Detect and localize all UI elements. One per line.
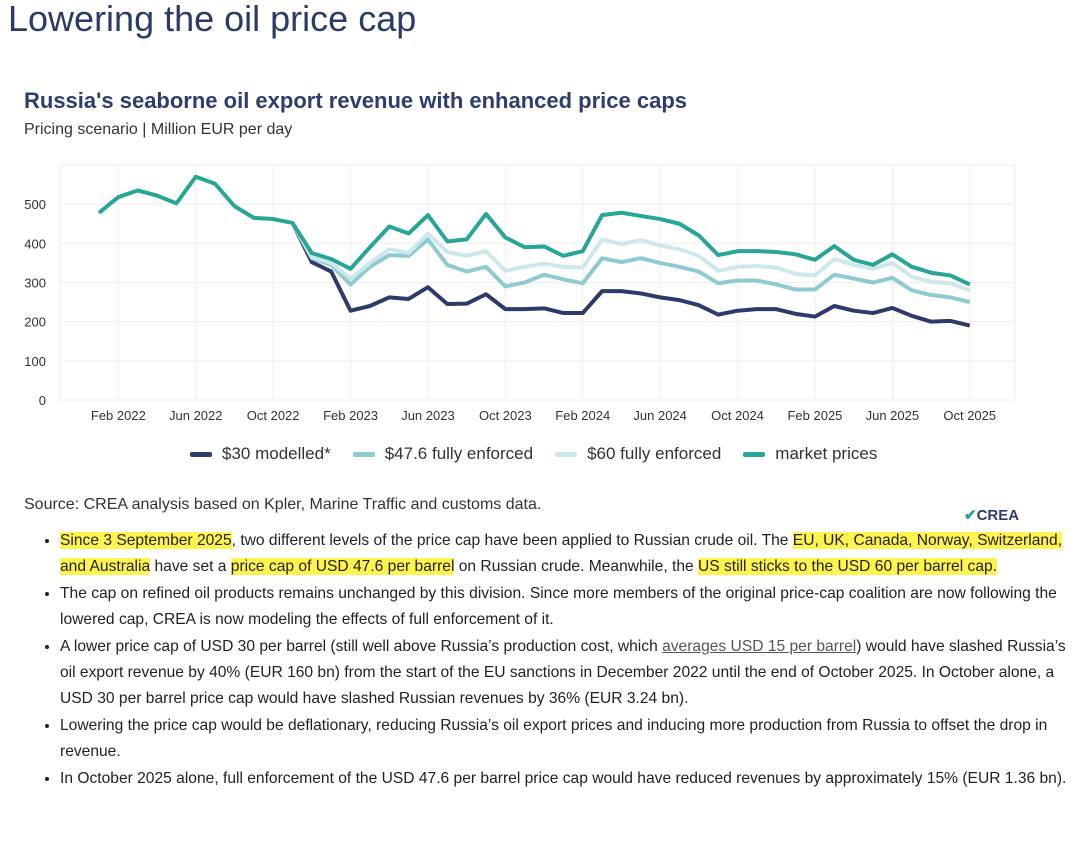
- series-line-0: [290, 222, 971, 328]
- x-tick-label: Feb 2022: [91, 408, 146, 423]
- y-tick-label: 300: [24, 276, 46, 291]
- x-tick-label: Jun 2023: [401, 408, 455, 423]
- legend-swatch: [743, 451, 766, 457]
- legend-swatch: [555, 451, 578, 457]
- x-tick-label: Oct 2024: [711, 408, 764, 423]
- series-line-1: [290, 222, 971, 305]
- x-tick-label: Feb 2023: [323, 408, 378, 423]
- chart-title: Russia's seaborne oil export revenue wit…: [24, 88, 688, 113]
- logo-mark-icon: ✔: [964, 507, 977, 524]
- line-chart: 0 100 200 300 400 500 Feb 2022 Jun 2022 Oct 2022…: [24, 164, 1016, 423]
- highlighted-text: Since 3 September 2025: [60, 532, 232, 549]
- series-line-2: [290, 221, 971, 293]
- x-tick-label: Jun 2024: [633, 408, 687, 423]
- legend-item[interactable]: $30 modelled*: [190, 444, 331, 464]
- chart-subtitle: Pricing scenario | Million EUR per day: [24, 121, 293, 138]
- bullet-item: Since 3 September 2025, two different le…: [60, 528, 1080, 580]
- legend-label: market prices: [775, 444, 878, 463]
- bullet-text: on Russian crude. Meanwhile, the: [454, 558, 698, 575]
- crea-logo: ✔CREA: [964, 507, 1020, 524]
- x-tick-label: Jun 2022: [169, 408, 223, 423]
- bullet-list: Since 3 September 2025, two different le…: [20, 528, 1080, 793]
- x-tick-label: Feb 2024: [555, 408, 610, 423]
- bullet-item: The cap on refined oil products remains …: [60, 581, 1080, 633]
- series-line-3: [97, 174, 971, 287]
- legend-label: $30 modelled*: [222, 444, 331, 463]
- chart-legend: $30 modelled* $47.6 fully enforced $60 ful…: [190, 444, 877, 464]
- y-tick-label: 0: [39, 393, 46, 408]
- source-note: Source: CREA analysis based on Kpler, Ma…: [24, 496, 542, 513]
- bullet-text: have set a: [150, 558, 231, 575]
- bullet-item: In October 2025 alone, full enforcement …: [60, 766, 1080, 792]
- legend-item[interactable]: $47.6 fully enforced: [352, 444, 534, 464]
- x-tick-label: Oct 2023: [479, 408, 532, 423]
- bullet-text: In October 2025 alone, full enforcement …: [60, 770, 1067, 787]
- bullet-item: A lower price cap of USD 30 per barrel (…: [60, 634, 1080, 712]
- bullet-text: The cap on refined oil products remains …: [60, 585, 1057, 628]
- x-tick-label: Jun 2025: [866, 408, 920, 423]
- y-tick-label: 200: [24, 315, 46, 330]
- legend-item[interactable]: $60 fully enforced: [555, 444, 721, 464]
- y-tick-label: 500: [24, 197, 46, 212]
- bullet-text: A lower price cap of USD 30 per barrel (…: [60, 638, 663, 655]
- x-tick-label: Oct 2025: [943, 408, 996, 423]
- y-tick-label: 400: [24, 236, 46, 251]
- page-title: Lowering the oil price cap: [8, 0, 417, 39]
- bullet-text: ) would have slashed Russia’s oil export…: [60, 638, 1066, 707]
- bullet-text: , two different levels of the price cap …: [231, 532, 793, 549]
- legend-label: $47.6 fully enforced: [384, 444, 534, 463]
- legend-swatch: [352, 451, 375, 457]
- bullet-item: Lowering the price cap would be deflatio…: [60, 713, 1080, 765]
- highlighted-text: price cap of USD 47.6 per barrel: [230, 558, 455, 575]
- source-link[interactable]: averages USD 15 per barrel: [662, 638, 857, 655]
- bullet-text: Lowering the price cap would be deflatio…: [60, 717, 1048, 760]
- legend-item[interactable]: market prices: [743, 444, 877, 464]
- legend-label: $60 fully enforced: [587, 444, 722, 463]
- highlighted-text: US still sticks to the USD 60 per barrel…: [698, 558, 997, 575]
- y-tick-label: 100: [24, 354, 46, 369]
- legend-swatch: [190, 451, 212, 457]
- x-tick-label: Feb 2025: [787, 408, 842, 423]
- x-tick-label: Oct 2022: [247, 408, 300, 423]
